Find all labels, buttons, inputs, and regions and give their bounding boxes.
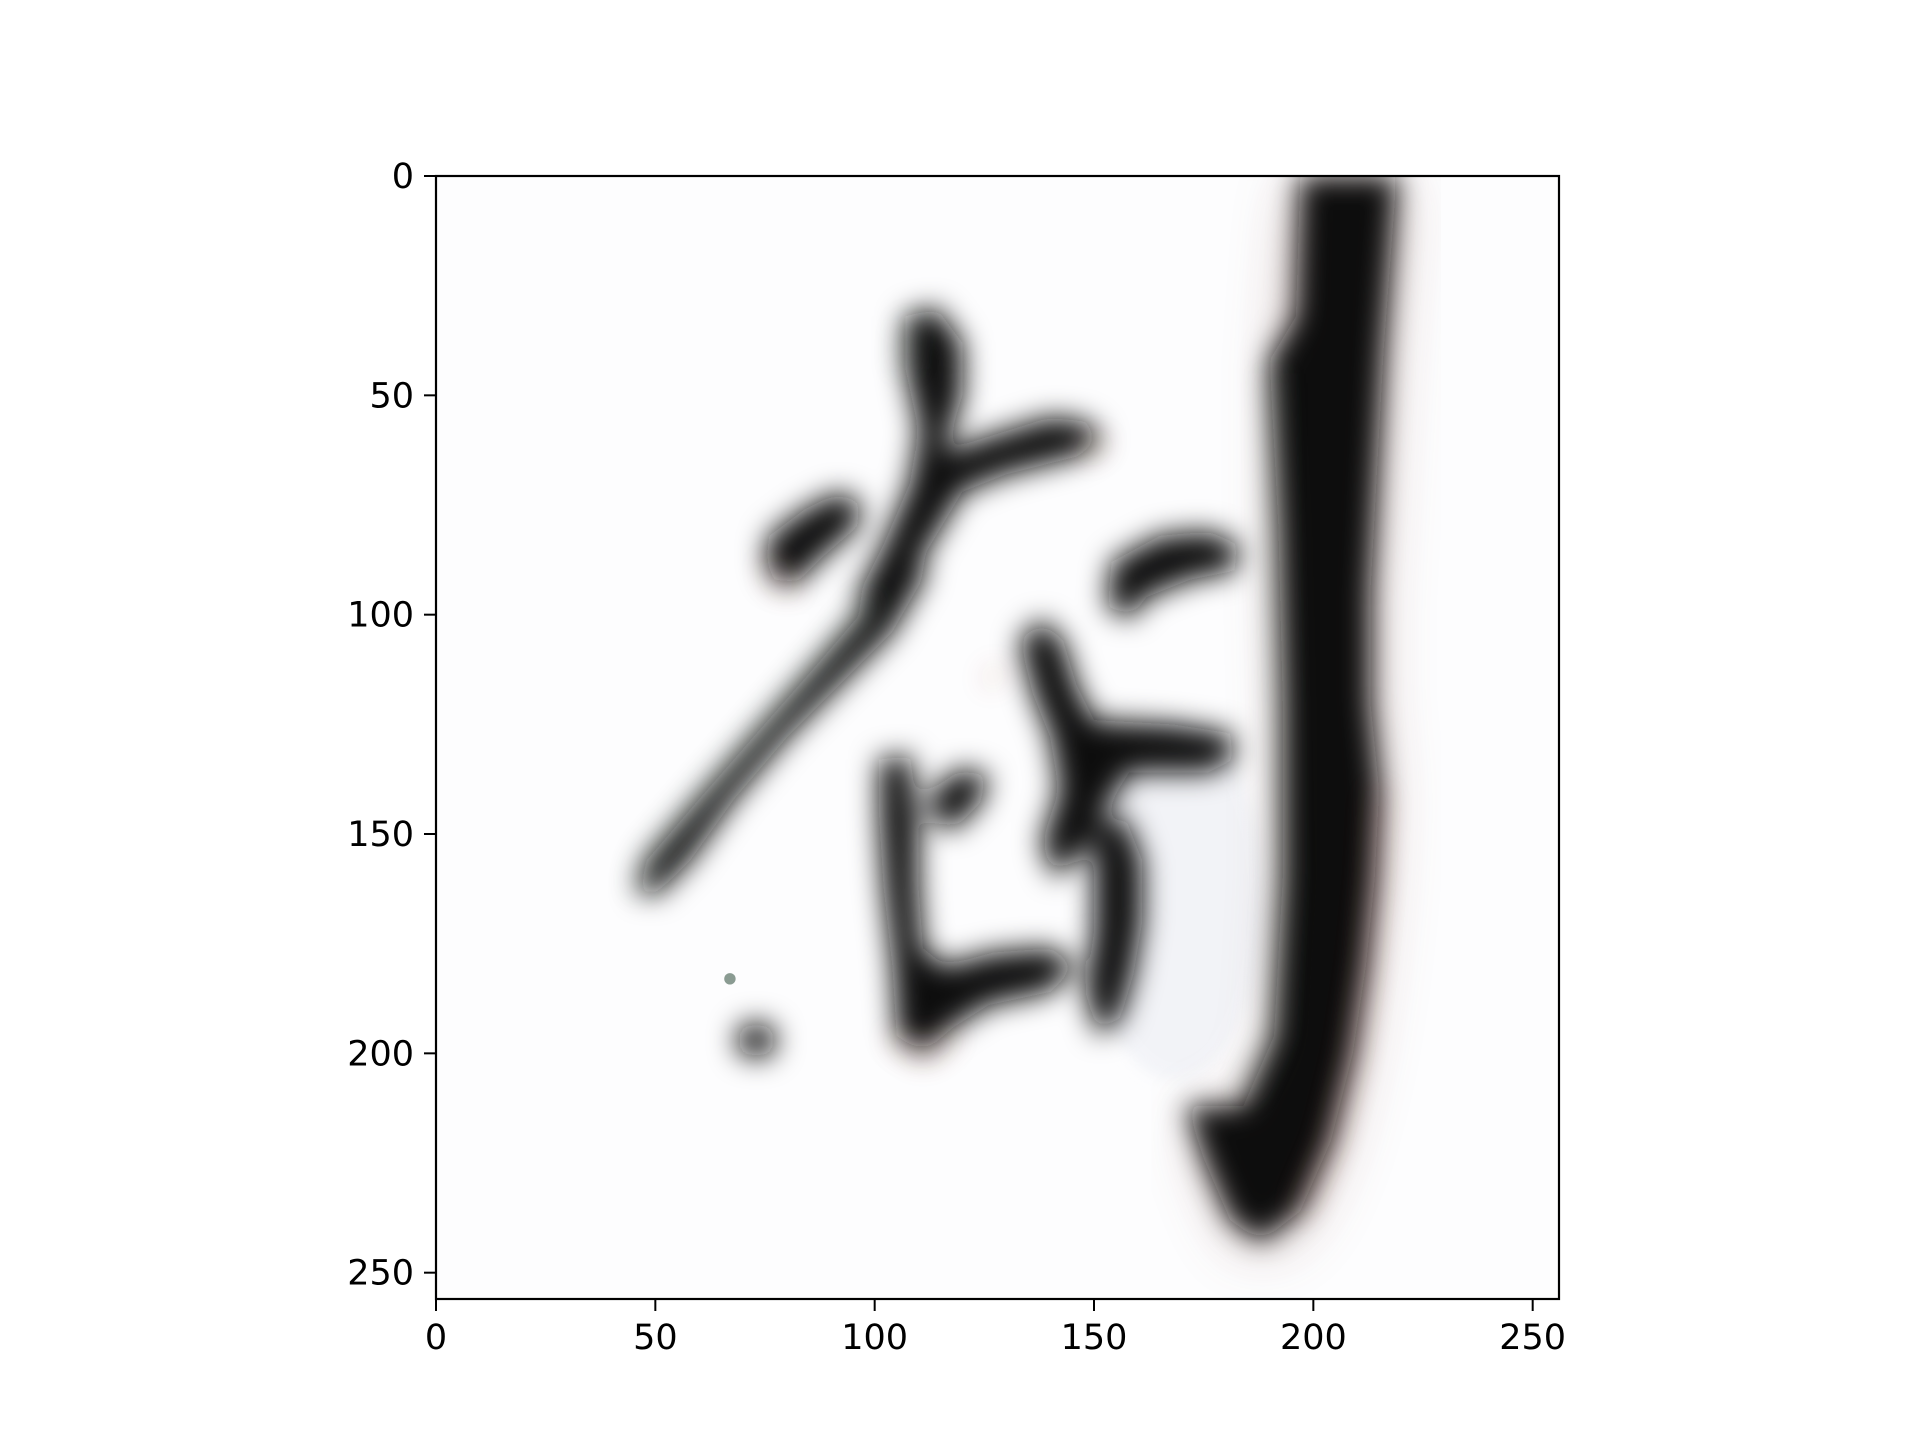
- glyph-ink: [637, 176, 1397, 1243]
- stroke-box-left: [879, 755, 1077, 1054]
- x-tick-label: 250: [1499, 1318, 1566, 1358]
- y-tick-label: 250: [347, 1254, 414, 1294]
- image-area: [436, 176, 1559, 1299]
- y-tick-label: 100: [347, 596, 414, 636]
- axes-frame: [434, 174, 1561, 1301]
- stroke-vertical-hook: [1186, 176, 1397, 1243]
- glyph-speck: [724, 973, 736, 985]
- calligraphy-glyph: [635, 176, 1400, 1252]
- x-axis: 0 50 100 150 200 250: [425, 1299, 1566, 1358]
- x-tick-label: 100: [841, 1318, 908, 1358]
- x-tick-label: 0: [425, 1318, 447, 1358]
- y-tick-label: 50: [369, 376, 414, 416]
- y-axis: 0 50 100 150 200 250: [347, 157, 436, 1294]
- y-tick-label: 0: [392, 157, 414, 197]
- x-tick-label: 50: [633, 1318, 678, 1358]
- stroke-middle-slant: [1019, 619, 1235, 878]
- stroke-upper-right: [1107, 531, 1239, 620]
- stroke-top-vertical: [857, 307, 1103, 624]
- y-tick-label: 200: [347, 1034, 414, 1074]
- image-background: [436, 176, 1559, 1299]
- y-tick-label: 150: [347, 815, 414, 855]
- x-tick-label: 200: [1280, 1318, 1347, 1358]
- glyph-fringe-red: [767, 437, 1382, 1213]
- stroke-long-sweep: [637, 553, 928, 896]
- x-tick-label: 150: [1061, 1318, 1128, 1358]
- stroke-dot-left: [765, 491, 862, 584]
- stroke-inner-tick: [931, 768, 989, 830]
- stroke-box-right: [1085, 816, 1143, 1036]
- image-haze: [1085, 720, 1265, 1080]
- glyph-fringe-green: [635, 320, 1286, 1099]
- stroke-dot-bottom: [736, 1022, 776, 1058]
